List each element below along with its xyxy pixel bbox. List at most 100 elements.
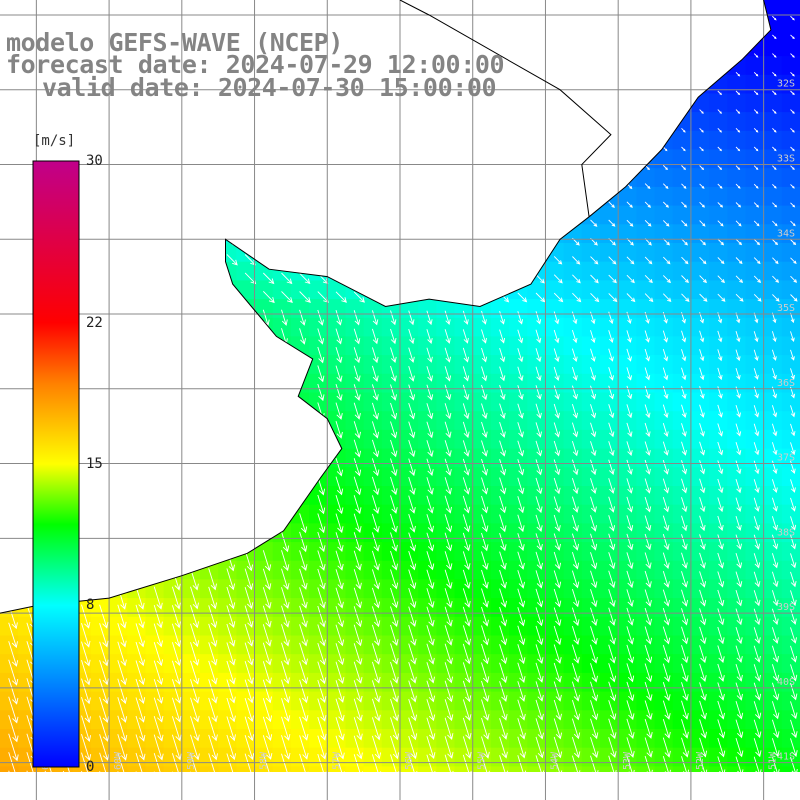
wind-arrow bbox=[208, 605, 218, 629]
wind-arrow bbox=[281, 624, 290, 647]
wind-arrow bbox=[481, 329, 487, 344]
wind-arrow bbox=[790, 590, 797, 607]
wind-arrow bbox=[244, 753, 252, 772]
wind-arrow bbox=[771, 608, 779, 626]
wind-arrow bbox=[317, 513, 326, 534]
wind-arrow bbox=[717, 478, 724, 494]
wind-arrow bbox=[608, 570, 616, 589]
wind-arrow bbox=[626, 533, 634, 551]
wind-arrow bbox=[553, 607, 562, 627]
wind-arrow bbox=[699, 663, 707, 682]
wind-arrow bbox=[772, 127, 777, 133]
wind-arrow bbox=[499, 532, 507, 552]
wind-arrow bbox=[662, 164, 668, 171]
wind-arrow bbox=[353, 680, 363, 703]
lon-label: 53W bbox=[622, 751, 633, 770]
lat-label: 34S bbox=[777, 228, 795, 239]
wind-arrow bbox=[371, 606, 381, 628]
wind-arrow bbox=[517, 496, 525, 514]
wind-arrow bbox=[317, 698, 327, 722]
wind-arrow bbox=[390, 513, 398, 533]
wind-arrow bbox=[535, 477, 543, 495]
wind-arrow bbox=[535, 366, 542, 382]
wind-arrow bbox=[426, 329, 433, 345]
wind-arrow bbox=[535, 422, 542, 438]
wind-arrow bbox=[735, 90, 741, 96]
wind-arrow bbox=[699, 275, 707, 284]
wind-arrow bbox=[317, 735, 327, 760]
lon-label: 52W bbox=[695, 751, 706, 770]
wind-arrow bbox=[553, 644, 562, 664]
wind-arrow bbox=[753, 682, 762, 701]
lat-label: 35S bbox=[777, 303, 795, 314]
wind-arrow bbox=[426, 625, 435, 646]
lon-label: 55W bbox=[477, 751, 488, 770]
wind-arrow bbox=[735, 202, 742, 208]
wind-arrow bbox=[481, 477, 489, 495]
wind-arrow bbox=[753, 571, 761, 588]
wind-arrow bbox=[117, 715, 128, 742]
wind-arrow bbox=[535, 533, 543, 551]
wind-arrow bbox=[790, 460, 796, 474]
wind-arrow bbox=[335, 717, 345, 741]
wind-arrow bbox=[371, 310, 379, 326]
wind-arrow bbox=[117, 678, 128, 705]
wind-arrow bbox=[790, 331, 795, 342]
wind-arrow bbox=[462, 754, 472, 772]
wind-arrow bbox=[572, 274, 581, 284]
wind-arrow bbox=[462, 699, 472, 721]
wind-arrow bbox=[717, 552, 724, 569]
wind-arrow bbox=[208, 586, 218, 610]
wind-arrow bbox=[408, 735, 418, 760]
wind-arrow bbox=[517, 625, 526, 646]
wind-arrow bbox=[717, 165, 723, 170]
wind-arrow bbox=[626, 274, 635, 284]
wind-arrow bbox=[626, 404, 633, 419]
wind-arrow bbox=[353, 643, 363, 665]
wind-arrow bbox=[426, 754, 436, 772]
wind-arrow bbox=[790, 405, 796, 418]
wind-arrow bbox=[590, 681, 599, 702]
wind-arrow bbox=[299, 642, 308, 666]
wind-arrow bbox=[26, 770, 28, 772]
wind-arrow bbox=[371, 569, 380, 590]
wind-arrow bbox=[244, 623, 254, 647]
wind-arrow bbox=[153, 697, 164, 723]
wind-arrow bbox=[699, 238, 706, 246]
wind-arrow bbox=[535, 588, 544, 608]
wind-arrow bbox=[299, 550, 308, 571]
wind-arrow bbox=[662, 755, 671, 772]
wind-arrow bbox=[135, 697, 146, 723]
wind-arrow bbox=[553, 440, 561, 457]
wind-arrow bbox=[499, 606, 508, 627]
wind-arrow bbox=[81, 696, 91, 724]
wind-arrow bbox=[117, 697, 128, 723]
wind-arrow bbox=[262, 550, 272, 572]
wind-arrow bbox=[353, 365, 361, 383]
wind-arrow bbox=[681, 552, 688, 569]
wind-arrow bbox=[499, 699, 508, 721]
wind-arrow bbox=[535, 385, 542, 400]
wind-arrow bbox=[444, 347, 451, 363]
wind-arrow bbox=[717, 756, 726, 772]
wind-arrow bbox=[699, 682, 707, 701]
wind-arrow bbox=[771, 571, 779, 588]
wind-arrow bbox=[608, 293, 618, 303]
wind-arrow bbox=[444, 495, 452, 514]
wind-arrow bbox=[608, 201, 615, 208]
wind-arrow bbox=[426, 643, 435, 665]
wind-arrow bbox=[117, 641, 127, 667]
wind-arrow bbox=[535, 570, 544, 589]
wind-arrow bbox=[662, 626, 671, 645]
wind-arrow bbox=[590, 663, 598, 683]
wind-arrow bbox=[681, 441, 687, 456]
wind-arrow bbox=[244, 605, 254, 628]
wind-arrow bbox=[681, 626, 689, 645]
wind-arrow bbox=[481, 403, 488, 420]
wind-arrow bbox=[426, 588, 435, 609]
wind-arrow bbox=[717, 441, 724, 456]
wind-arrow bbox=[753, 627, 761, 645]
wind-arrow bbox=[426, 458, 434, 476]
wind-arrow bbox=[572, 292, 582, 303]
wind-arrow bbox=[462, 532, 471, 552]
